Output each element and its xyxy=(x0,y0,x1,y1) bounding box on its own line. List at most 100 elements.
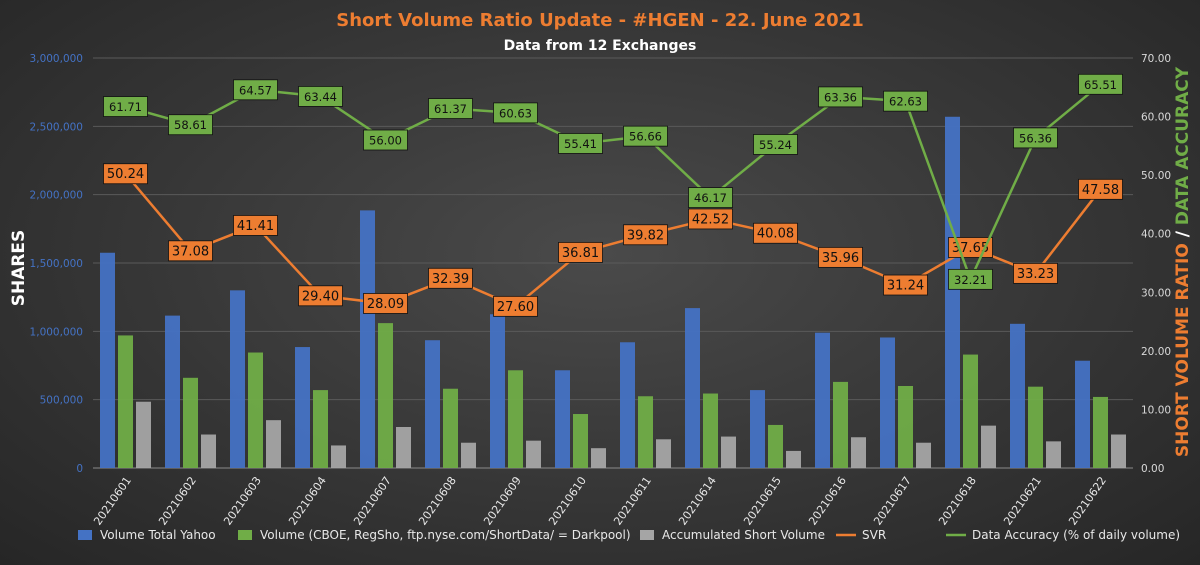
accuracy-label-box xyxy=(818,86,863,108)
bar-short-volume xyxy=(201,434,216,468)
x-tick-label: 20210609 xyxy=(481,474,524,527)
accuracy-data-label: 65.51 xyxy=(1084,78,1117,92)
svr-data-label: 33.23 xyxy=(1017,267,1054,282)
y2-tick-label: 10.00 xyxy=(1141,404,1171,416)
x-tick-label: 20210607 xyxy=(351,474,394,527)
svr-data-label: 32.39 xyxy=(432,272,469,287)
y-tick-label: 3,000,000 xyxy=(30,53,83,65)
right-axis: 0.00 10.00 20.00 30.00 40.00 50.00 60.00 70.00 xyxy=(1141,53,1171,475)
x-tick-label: 20210615 xyxy=(741,474,784,527)
bar-yahoo xyxy=(555,370,570,468)
legend-label: Data Accuracy (% of daily volume) xyxy=(972,528,1180,542)
bar-short-volume xyxy=(1111,434,1126,468)
svr-label-box xyxy=(168,240,213,262)
x-axis: 20210601 20210602 20210603 20210604 20210607… xyxy=(91,474,1109,527)
accuracy-label-box xyxy=(753,134,798,155)
accuracy-label-box xyxy=(623,125,668,147)
bar-exchange-volume xyxy=(703,393,718,468)
accuracy-data-label: 62.63 xyxy=(889,95,922,109)
bar-exchange-volume xyxy=(1093,396,1108,468)
bar-short-volume xyxy=(1046,441,1061,468)
x-tick-label: 20210621 xyxy=(1001,474,1044,527)
svr-data-label: 31.24 xyxy=(887,279,924,294)
bar-short-volume xyxy=(526,440,541,468)
x-tick-label: 20210602 xyxy=(156,474,199,527)
bar-short-volume xyxy=(786,450,801,468)
y2-axis-label-accuracy: DATA ACCURACY xyxy=(1173,66,1193,225)
accuracy-data-label: 56.66 xyxy=(629,130,662,144)
bar-exchange-volume xyxy=(508,370,523,468)
bar-short-volume xyxy=(981,425,996,468)
bar-series xyxy=(100,116,1126,469)
x-tick-label: 20210608 xyxy=(416,474,459,527)
bar-yahoo xyxy=(945,116,960,469)
svr-line xyxy=(124,172,1102,308)
accuracy-data-label: 63.44 xyxy=(304,90,337,104)
y2-tick-label: 0.00 xyxy=(1141,463,1164,475)
accuracy-label-box xyxy=(948,268,993,290)
svr-label-box xyxy=(493,295,538,317)
bar-short-volume xyxy=(331,445,346,468)
svr-data-label: 29.40 xyxy=(302,289,339,304)
bar-exchange-volume xyxy=(573,414,588,468)
accuracy-data-label: 61.37 xyxy=(434,102,467,116)
svr-data-label: 40.08 xyxy=(757,227,794,242)
svr-label-box xyxy=(103,163,148,185)
x-tick-label: 20210616 xyxy=(806,474,849,527)
accuracy-data-label: 60.63 xyxy=(499,106,532,120)
bar-short-volume xyxy=(591,448,606,468)
x-tick-label: 20210601 xyxy=(91,474,134,527)
svr-data-label: 41.41 xyxy=(237,219,274,234)
y-tick-label: 1,500,000 xyxy=(30,258,83,270)
y-tick-label: 2,000,000 xyxy=(30,190,83,202)
svr-data-label: 42.52 xyxy=(692,212,729,227)
accuracy-data-label: 55.24 xyxy=(759,138,792,152)
svr-label-box xyxy=(1078,178,1123,200)
svr-label-box xyxy=(428,267,473,289)
x-tick-label: 20210614 xyxy=(676,474,719,527)
svr-label-box xyxy=(233,215,278,236)
bar-short-volume xyxy=(916,442,931,468)
legend-label: Accumulated Short Volume xyxy=(662,528,825,542)
accuracy-data-label: 56.00 xyxy=(369,134,402,148)
accuracy-label-box xyxy=(493,102,538,124)
bar-short-volume xyxy=(656,439,671,468)
x-tick-label: 20210604 xyxy=(286,474,329,527)
y-tick-label: 500,000 xyxy=(40,395,83,407)
bar-exchange-volume xyxy=(183,377,198,468)
x-tick-label: 20210622 xyxy=(1066,474,1109,527)
bar-yahoo xyxy=(880,337,895,468)
bar-short-volume xyxy=(396,427,411,468)
bar-exchange-volume xyxy=(378,323,393,468)
bar-exchange-volume xyxy=(313,390,328,468)
accuracy-label-box xyxy=(883,90,928,112)
bar-yahoo xyxy=(1010,323,1025,468)
accuracy-data-label: 58.61 xyxy=(174,118,207,132)
accuracy-data-label: 63.36 xyxy=(824,90,857,104)
bar-yahoo xyxy=(360,210,375,468)
y2-axis-label: SHORT VOLUME RATIO / DATA ACCURACY xyxy=(1173,66,1193,457)
accuracy-data-label: 61.71 xyxy=(109,100,142,114)
accuracy-label-box xyxy=(558,133,603,154)
bar-short-volume xyxy=(721,436,736,468)
bar-exchange-volume xyxy=(638,396,653,468)
bar-yahoo xyxy=(815,332,830,468)
accuracy-data-label: 46.17 xyxy=(694,191,727,205)
bar-yahoo xyxy=(165,315,180,468)
bar-yahoo xyxy=(750,390,765,468)
accuracy-line xyxy=(125,83,1102,281)
svr-label-box xyxy=(623,224,668,246)
svr-data-label: 50.24 xyxy=(107,167,144,182)
chart-title: Short Volume Ratio Update - #HGEN - 22. … xyxy=(336,10,864,31)
svr-data-label: 36.81 xyxy=(562,246,599,261)
accuracy-data-label: 64.57 xyxy=(239,83,272,97)
x-tick-label: 20210617 xyxy=(871,474,914,527)
y2-tick-label: 70.00 xyxy=(1141,53,1171,65)
svr-data-label: 27.60 xyxy=(497,300,534,315)
bar-yahoo xyxy=(685,308,700,468)
y2-axis-label-svr: SHORT VOLUME RATIO xyxy=(1173,243,1193,457)
bar-yahoo xyxy=(100,252,115,468)
accuracy-label-box xyxy=(1013,127,1058,149)
accuracy-label-box xyxy=(298,86,343,107)
bar-exchange-volume xyxy=(248,352,263,468)
